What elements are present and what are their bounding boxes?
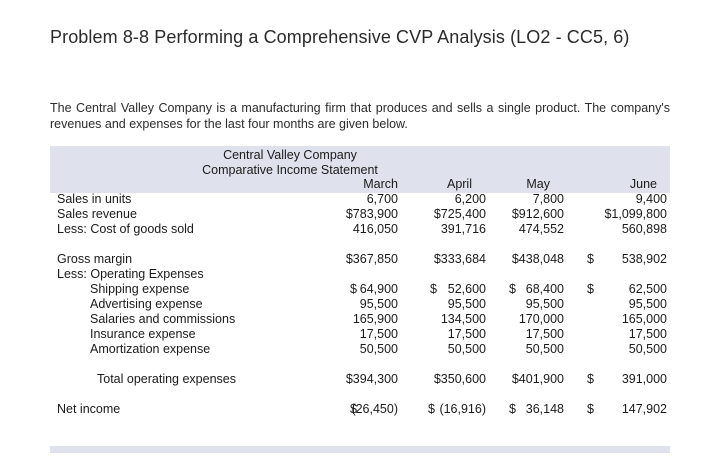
dollar-sign: $	[430, 282, 437, 296]
cell-amortization-march: 50,500	[359, 342, 398, 356]
cell-shipping-april: 52,600	[447, 282, 486, 296]
statement-header-band	[50, 146, 670, 193]
cell-salaries-april: 134,500	[440, 312, 486, 326]
cell-amortization-may: 50,500	[525, 342, 564, 356]
row-label-total-opex: Total operating expenses	[97, 372, 236, 386]
cell-total-opex-april: $350,600	[433, 372, 486, 386]
month-header-may: May	[526, 177, 550, 191]
dollar-sign: $	[509, 402, 516, 416]
cell-revenue-march: $783,900	[345, 207, 398, 221]
cell-insurance-may: 17,500	[525, 327, 564, 341]
dollar-sign: $	[350, 402, 357, 416]
dollar-sign: $	[587, 282, 594, 296]
cell-revenue-june: $1,099,800	[604, 207, 667, 221]
cell-units-june: 9,400	[635, 192, 667, 206]
cell-gross-may: $438,048	[511, 252, 564, 266]
statement-footer-band	[50, 446, 670, 453]
row-label-revenue: Sales revenue	[57, 207, 137, 221]
month-header-april: April	[446, 177, 472, 191]
cell-salaries-march: 165,900	[352, 312, 398, 326]
cell-insurance-april: 17,500	[447, 327, 486, 341]
row-label-amortization: Amortization expense	[90, 342, 211, 356]
cell-net-income-march: (26,450)	[351, 402, 398, 416]
cell-total-opex-may: $401,900	[511, 372, 564, 386]
cell-advertising-june: 95,500	[628, 297, 667, 311]
cell-total-opex-march: $394,300	[345, 372, 398, 386]
cell-cogs-march: 416,050	[352, 222, 398, 236]
cell-gross-march: $367,850	[345, 252, 398, 266]
cell-revenue-april: $725,400	[433, 207, 486, 221]
problem-title: Problem 8-8 Performing a Comprehensive C…	[50, 27, 630, 47]
income-statement: Central Valley Company Comparative Incom…	[50, 146, 670, 436]
row-label-units: Sales in units	[57, 192, 132, 206]
cell-amortization-april: 50,500	[447, 342, 486, 356]
cell-cogs-may: 474,552	[518, 222, 564, 236]
cell-net-income-may: 36,148	[525, 402, 564, 416]
row-label-advertising: Advertising expense	[90, 297, 203, 311]
cell-shipping-may: 68,400	[525, 282, 564, 296]
cell-advertising-may: 95,500	[525, 297, 564, 311]
cell-cogs-april: 391,716	[440, 222, 486, 236]
dollar-sign: $	[350, 282, 357, 296]
row-label-insurance: Insurance expense	[90, 327, 196, 341]
cell-amortization-june: 50,500	[628, 342, 667, 356]
cell-salaries-may: 170,000	[518, 312, 564, 326]
cell-salaries-june: 165,000	[621, 312, 667, 326]
cell-units-april: 6,200	[454, 192, 486, 206]
dollar-sign: $	[587, 372, 594, 386]
cell-insurance-june: 17,500	[628, 327, 667, 341]
row-label-net-income: Net income	[57, 402, 121, 416]
month-header-june: June	[629, 177, 657, 191]
cell-gross-june: 538,902	[621, 252, 667, 266]
cell-units-march: 6,700	[366, 192, 398, 206]
dollar-sign: $	[428, 402, 435, 416]
cell-revenue-may: $912,600	[511, 207, 564, 221]
cell-insurance-march: 17,500	[359, 327, 398, 341]
cell-shipping-june: 62,500	[628, 282, 667, 296]
company-name: Central Valley Company	[223, 148, 357, 162]
row-label-shipping: Shipping expense	[90, 282, 190, 296]
cell-shipping-march: 64,900	[359, 282, 398, 296]
row-label-gross: Gross margin	[57, 252, 133, 266]
cell-net-income-june: 147,902	[621, 402, 667, 416]
dollar-sign: $	[509, 282, 516, 296]
cell-total-opex-june: 391,000	[621, 372, 667, 386]
month-header-march: March	[363, 177, 398, 191]
cell-gross-april: $333,684	[433, 252, 486, 266]
cell-advertising-march: 95,500	[359, 297, 398, 311]
dollar-sign: $	[587, 402, 594, 416]
row-label-salaries: Salaries and commissions	[90, 312, 236, 326]
cell-cogs-june: 560,898	[621, 222, 667, 236]
statement-subtitle: Comparative Income Statement	[202, 163, 378, 177]
row-label-opex-header: Less: Operating Expenses	[57, 267, 204, 281]
dollar-sign: $	[587, 252, 594, 266]
cell-net-income-april: (16,916)	[439, 402, 486, 416]
cell-units-may: 7,800	[532, 192, 564, 206]
cell-advertising-april: 95,500	[447, 297, 486, 311]
intro-paragraph: The Central Valley Company is a manufact…	[50, 101, 670, 131]
row-label-cogs: Less: Cost of goods sold	[57, 222, 194, 236]
